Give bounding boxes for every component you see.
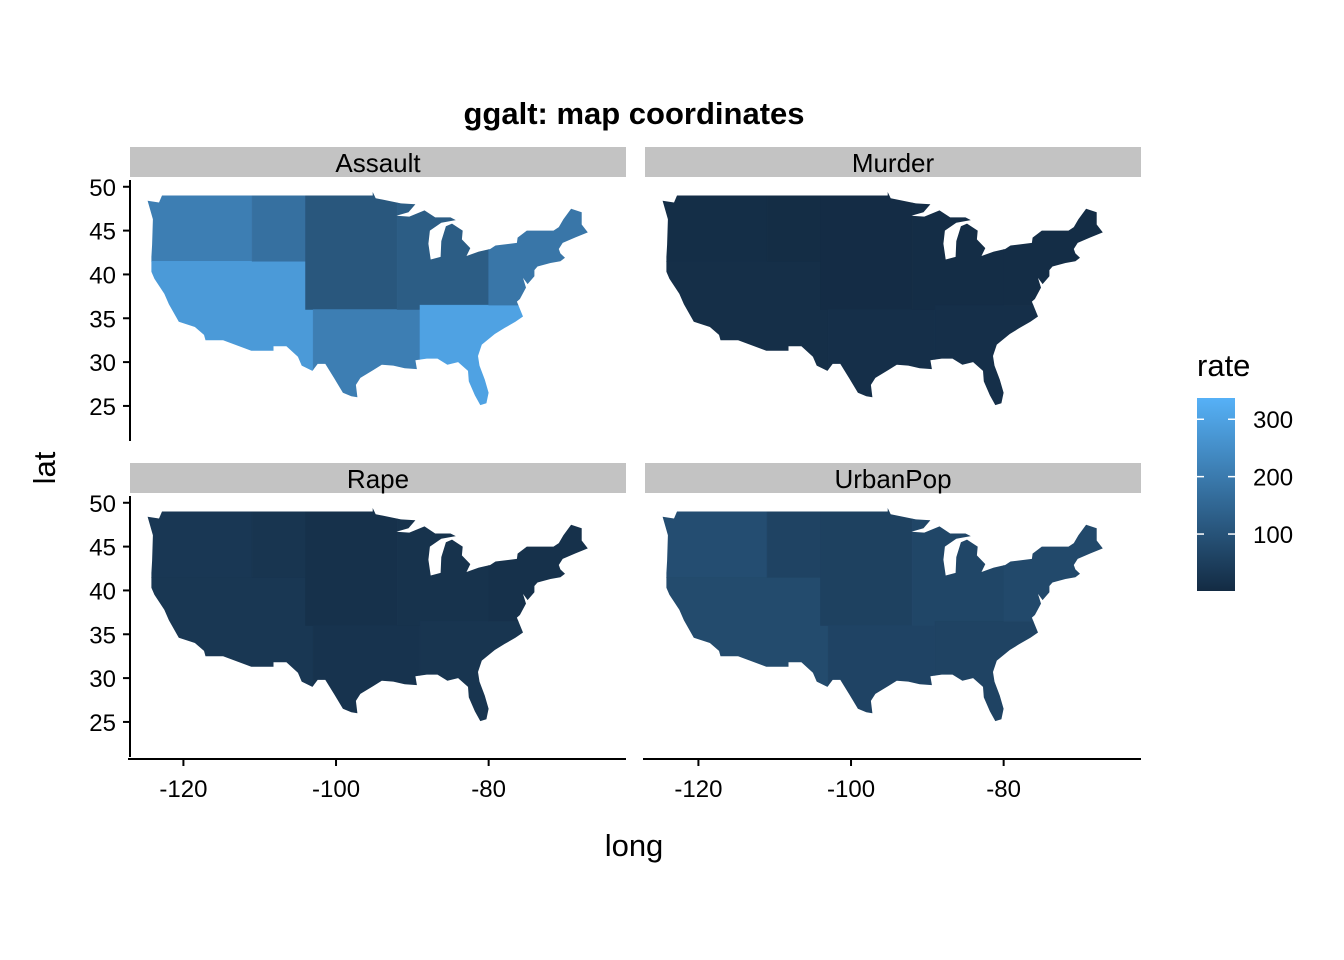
facet-strip-label: Assault bbox=[335, 148, 421, 178]
map-region-midwest bbox=[396, 192, 489, 310]
x-axis-label: long bbox=[605, 828, 664, 863]
x-tick-label: -120 bbox=[674, 776, 722, 803]
us-map bbox=[147, 508, 588, 722]
legend-tick-label: 100 bbox=[1253, 522, 1293, 549]
map-region-west bbox=[147, 192, 253, 262]
facet-panels: Assault 25 30 35 40 45 50 Murder Rape 25 30 35 40 45 5… bbox=[89, 147, 1141, 803]
y-tick-label: 50 bbox=[89, 175, 116, 202]
map-region-mountain bbox=[766, 192, 821, 262]
map-region-south bbox=[827, 309, 936, 406]
x-tick-label: -80 bbox=[986, 776, 1021, 803]
map-region-plains bbox=[305, 508, 398, 626]
y-tick-label: 25 bbox=[89, 710, 116, 737]
map-region-plains bbox=[820, 508, 913, 626]
map-region-southeast bbox=[419, 304, 528, 406]
y-tick-label: 40 bbox=[89, 578, 116, 605]
facet-panel-assault: Assault 25 30 35 40 45 50 bbox=[89, 147, 626, 441]
map-region-south bbox=[312, 625, 421, 722]
facet-strip bbox=[645, 463, 1141, 493]
map-region-southwest bbox=[662, 261, 829, 406]
facet-panel-murder: Murder bbox=[645, 147, 1141, 406]
map-region-southeast bbox=[934, 304, 1043, 406]
facet-panel-urbanpop: UrbanPop -120 -100 -80 bbox=[643, 463, 1141, 803]
y-tick-label: 35 bbox=[89, 306, 116, 333]
map-region-plains bbox=[820, 192, 913, 310]
map-region-northeast bbox=[1003, 508, 1103, 622]
facet-panel-rape: Rape 25 30 35 40 45 50 -120 -100 -80 bbox=[89, 463, 626, 803]
facet-strip-label: UrbanPop bbox=[834, 464, 951, 494]
map-region-midwest bbox=[911, 508, 1004, 626]
x-tick-label: -100 bbox=[827, 776, 875, 803]
map-region-southeast bbox=[419, 620, 528, 722]
y-axis-label: lat bbox=[27, 451, 62, 484]
map-region-west bbox=[662, 192, 768, 262]
map-region-southwest bbox=[147, 577, 314, 722]
map-region-southeast bbox=[934, 620, 1043, 722]
map-region-midwest bbox=[911, 192, 1004, 310]
us-map bbox=[147, 192, 588, 406]
map-region-west bbox=[147, 508, 253, 578]
y-tick-label: 25 bbox=[89, 394, 116, 421]
y-tick-label: 50 bbox=[89, 491, 116, 518]
y-tick-label: 30 bbox=[89, 350, 116, 377]
x-tick-label: -120 bbox=[159, 776, 207, 803]
facet-strip bbox=[130, 147, 626, 177]
map-region-mountain bbox=[251, 192, 306, 262]
x-tick-label: -100 bbox=[312, 776, 360, 803]
map-region-northeast bbox=[488, 192, 588, 306]
y-tick-label: 30 bbox=[89, 666, 116, 693]
map-region-northeast bbox=[488, 508, 588, 622]
map-region-west bbox=[662, 508, 768, 578]
map-region-plains bbox=[305, 192, 398, 310]
facet-strip bbox=[645, 147, 1141, 177]
facet-strip-label: Rape bbox=[347, 464, 409, 494]
legend-tick-label: 200 bbox=[1253, 465, 1293, 492]
x-tick-label: -80 bbox=[471, 776, 506, 803]
y-tick-label: 35 bbox=[89, 622, 116, 649]
chart-title: ggalt: map coordinates bbox=[463, 96, 804, 131]
us-map bbox=[662, 508, 1103, 722]
map-region-southwest bbox=[147, 261, 314, 406]
legend-colorbar bbox=[1197, 398, 1235, 591]
map-region-northeast bbox=[1003, 192, 1103, 306]
color-legend: rate 100 200 300 bbox=[1197, 348, 1293, 591]
map-region-south bbox=[827, 625, 936, 722]
legend-title: rate bbox=[1197, 348, 1250, 383]
y-tick-label: 40 bbox=[89, 262, 116, 289]
legend-tick-label: 300 bbox=[1253, 407, 1293, 434]
map-region-southwest bbox=[662, 577, 829, 722]
map-region-south bbox=[312, 309, 421, 406]
us-map bbox=[662, 192, 1103, 406]
map-region-midwest bbox=[396, 508, 489, 626]
y-tick-label: 45 bbox=[89, 535, 116, 562]
facet-strip bbox=[130, 463, 626, 493]
facet-strip-label: Murder bbox=[852, 148, 935, 178]
map-region-mountain bbox=[766, 508, 821, 578]
map-region-mountain bbox=[251, 508, 306, 578]
y-tick-label: 45 bbox=[89, 219, 116, 246]
